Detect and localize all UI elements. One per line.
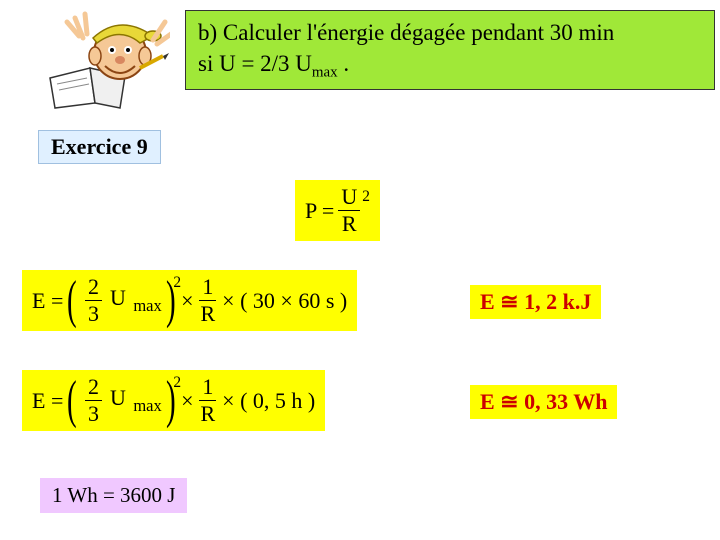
e1-frac1: 2 3 <box>85 274 102 327</box>
e2-lhs: E = <box>32 388 63 414</box>
question-box: b) Calculer l'énergie dégagée pendant 30… <box>185 10 715 90</box>
question-sub: max <box>312 65 338 81</box>
question-line-2: si U = 2/3 Umax . <box>198 48 702 83</box>
e2-f2-num: 1 <box>199 374 216 401</box>
result-energy-1: E ≅ 1, 2 k.J <box>470 285 601 319</box>
e2-tail: × ( 0, 5 h ) <box>222 388 315 414</box>
question-suffix: . <box>338 51 350 76</box>
paren-l-icon-2: ( <box>67 377 77 425</box>
e1-u: U <box>110 285 126 310</box>
e2-f1-den: 3 <box>85 401 102 427</box>
e1-f1-den: 3 <box>85 301 102 327</box>
e2-frac1: 2 3 <box>85 374 102 427</box>
formula-power: P = U R 2 <box>295 180 380 241</box>
result1-text: E ≅ 1, 2 k.J <box>480 289 591 315</box>
e1-exp: 2 <box>173 274 181 292</box>
e2-umax: U max <box>110 385 162 415</box>
e1-frac2: 1 R <box>197 274 218 327</box>
power-lhs: P = <box>305 198 334 224</box>
e1-umax: U max <box>110 285 162 315</box>
power-den: R <box>339 211 360 237</box>
e2-frac2: 1 R <box>197 374 218 427</box>
e1-times1: × <box>181 288 193 314</box>
conversion-box: 1 Wh = 3600 J <box>40 478 187 513</box>
power-exp: 2 <box>362 188 370 206</box>
power-frac: U R <box>338 184 360 237</box>
result2-text: E ≅ 0, 33 Wh <box>480 389 607 415</box>
e2-times1: × <box>181 388 193 414</box>
e2-f1-num: 2 <box>85 374 102 401</box>
exercise-label: Exercice 9 <box>38 130 161 164</box>
question-line-1: b) Calculer l'énergie dégagée pendant 30… <box>198 17 702 48</box>
e1-f1-num: 2 <box>85 274 102 301</box>
e1-f2-num: 1 <box>199 274 216 301</box>
e2-usub: max <box>133 396 161 415</box>
e1-usub: max <box>133 296 161 315</box>
e1-tail: × ( 30 × 60 s ) <box>222 288 347 314</box>
power-num: U <box>338 184 360 211</box>
e2-f2-den: R <box>197 401 218 427</box>
e1-f2-den: R <box>197 301 218 327</box>
e2-u: U <box>110 385 126 410</box>
formula-energy-2: E = ( 2 3 U max ) 2 × 1 R × ( 0, 5 h ) <box>22 370 325 431</box>
cartoon-mascot <box>45 8 170 113</box>
e1-lhs: E = <box>32 288 63 314</box>
question-prefix: si U = 2/3 U <box>198 51 312 76</box>
e2-exp: 2 <box>173 374 181 392</box>
formula-energy-1: E = ( 2 3 U max ) 2 × 1 R × ( 30 × 60 s … <box>22 270 357 331</box>
paren-l-icon: ( <box>67 277 77 325</box>
result-energy-2: E ≅ 0, 33 Wh <box>470 385 617 419</box>
